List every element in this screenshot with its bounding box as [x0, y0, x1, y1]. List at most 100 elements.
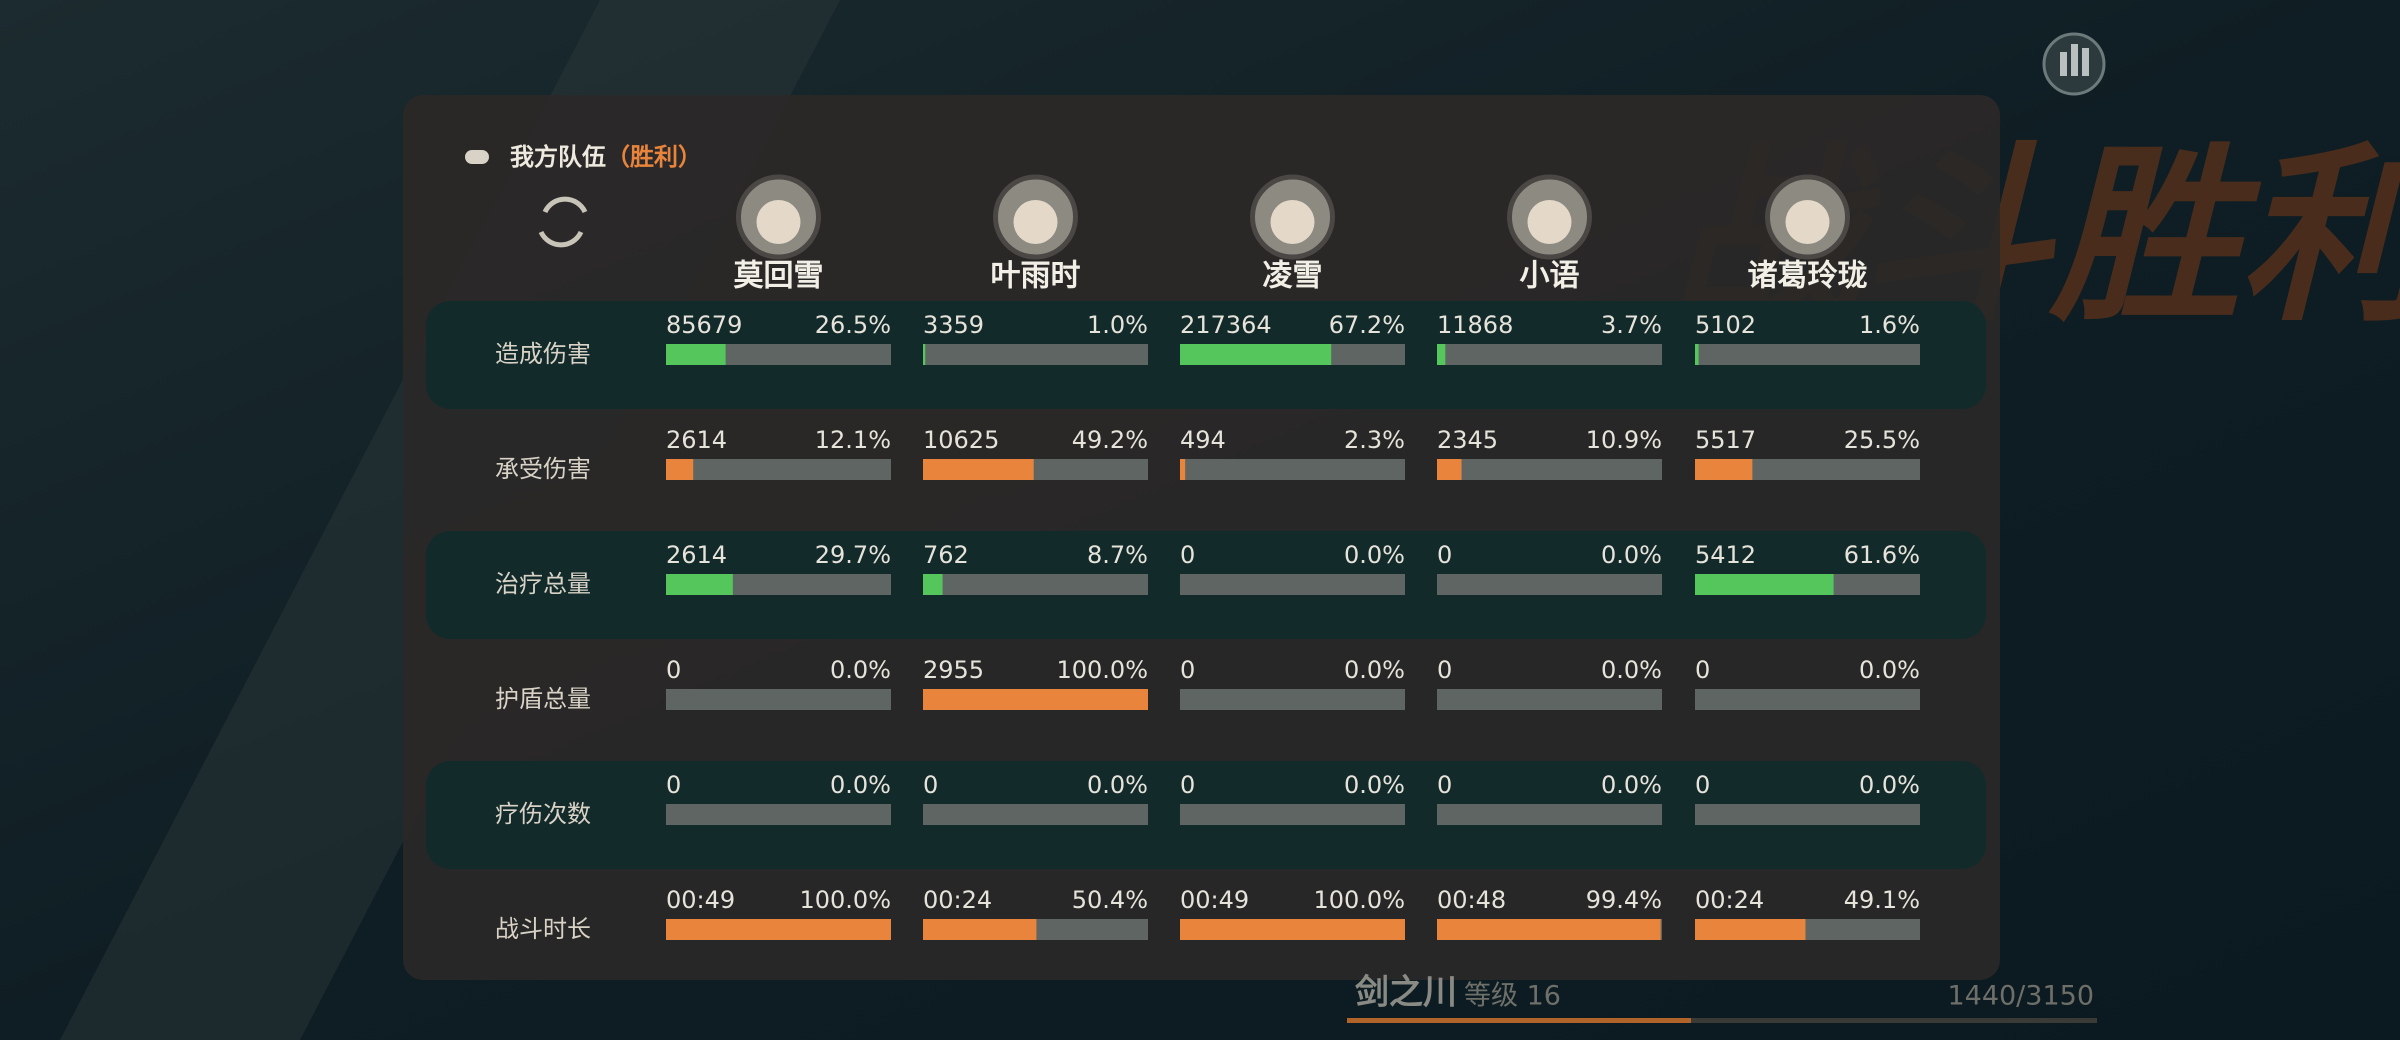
avatar-face: [1527, 200, 1572, 244]
amount: 3359: [923, 311, 984, 339]
icon: [2071, 44, 2078, 76]
amount: 11868: [1437, 311, 1513, 339]
share-label: 25.5%: [1844, 426, 1920, 454]
icon: [538, 230, 584, 248]
row-label: 造成伤害: [495, 340, 591, 368]
amount: 0: [666, 771, 681, 799]
amount: 0: [1437, 541, 1452, 569]
character-name: 凌雪: [1263, 259, 1323, 294]
amount: 217364: [1180, 311, 1272, 339]
share-label: 0.0%: [1601, 541, 1662, 569]
amount: 0: [1180, 656, 1195, 684]
bar-track: [1180, 459, 1405, 480]
share-label: 0.0%: [1344, 541, 1405, 569]
share-label: 100.0%: [1056, 656, 1148, 684]
amount: 00:24: [1695, 886, 1764, 914]
share-label: 8.7%: [1087, 541, 1148, 569]
bar-track: [1180, 804, 1405, 825]
bar-track: [923, 344, 1148, 365]
bar: [923, 919, 1037, 940]
bar-track: [1437, 459, 1662, 480]
bar: [1180, 344, 1332, 365]
row-label: 护盾总量: [495, 685, 591, 713]
bar: [1180, 919, 1405, 940]
bar: [666, 459, 694, 480]
bar-track: [1695, 689, 1920, 710]
toggle-icon: [465, 150, 489, 164]
character-name: 诸葛玲珑: [1748, 259, 1868, 294]
bar: [923, 344, 926, 365]
bar-track: [1180, 574, 1405, 595]
share-label: 49.1%: [1844, 886, 1920, 914]
share-label: 100.0%: [1313, 886, 1405, 914]
share-label: 2.3%: [1344, 426, 1405, 454]
share-label: 10.9%: [1586, 426, 1662, 454]
amount: 0: [1695, 771, 1710, 799]
character-name: 小语: [1520, 259, 1580, 294]
result: （胜利）: [606, 143, 702, 171]
share-label: 29.7%: [815, 541, 891, 569]
share-label: 0.0%: [1859, 656, 1920, 684]
amount: 2345: [1437, 426, 1498, 454]
footer-level: 等级 16: [1464, 981, 1561, 1012]
share-label: 0.0%: [1601, 656, 1662, 684]
exp-fill: [1347, 1018, 1691, 1023]
bar-track: [1180, 689, 1405, 710]
refresh-button[interactable]: [538, 196, 588, 248]
share-label: 1.6%: [1859, 311, 1920, 339]
share-label: 1.0%: [1087, 311, 1148, 339]
bar-track: [1695, 804, 1920, 825]
bar-track: [923, 574, 1148, 595]
bar: [1695, 459, 1753, 480]
share-label: 0.0%: [1087, 771, 1148, 799]
bar: [923, 689, 1148, 710]
avatar-face: [1270, 200, 1315, 244]
bar: [1695, 919, 1806, 940]
share-label: 0.0%: [1859, 771, 1920, 799]
bar: [1695, 344, 1699, 365]
amount: 85679: [666, 311, 742, 339]
bar: [1437, 459, 1462, 480]
bar: [923, 459, 1034, 480]
amount: 2614: [666, 426, 727, 454]
row-label: 疗伤次数: [495, 800, 591, 828]
bar: [1695, 574, 1834, 595]
share-label: 49.2%: [1072, 426, 1148, 454]
row-label: 治疗总量: [495, 570, 591, 598]
amount: 5517: [1695, 426, 1756, 454]
share-label: 26.5%: [815, 311, 891, 339]
avatar-face: [756, 200, 801, 244]
amount: 2955: [923, 656, 984, 684]
share-label: 0.0%: [1344, 656, 1405, 684]
amount: 5412: [1695, 541, 1756, 569]
bar: [666, 919, 891, 940]
amount: 10625: [923, 426, 999, 454]
character-name: 莫回雪: [734, 259, 824, 294]
team-name: 我方队伍: [510, 143, 606, 171]
row-label: 承受伤害: [495, 455, 591, 483]
amount: 00:24: [923, 886, 992, 914]
bar-track: [1437, 574, 1662, 595]
share-label: 100.0%: [799, 886, 891, 914]
amount: 00:49: [1180, 886, 1249, 914]
amount: 0: [1695, 656, 1710, 684]
amount: 0: [1180, 771, 1195, 799]
icon: [2060, 52, 2067, 76]
amount: 5102: [1695, 311, 1756, 339]
bar: [1437, 919, 1661, 940]
amount: 0: [1437, 656, 1452, 684]
bar: [666, 344, 726, 365]
share-label: 0.0%: [1344, 771, 1405, 799]
footer-exp: 1440/3150: [1947, 981, 2094, 1012]
bar-track: [1695, 344, 1920, 365]
amount: 0: [1180, 541, 1195, 569]
footer-character: 剑之川: [1355, 973, 1457, 1013]
amount: 494: [1180, 426, 1226, 454]
bar-track: [666, 459, 891, 480]
amount: 0: [923, 771, 938, 799]
icon: [2082, 48, 2089, 76]
share-label: 0.0%: [830, 771, 891, 799]
share-label: 12.1%: [815, 426, 891, 454]
